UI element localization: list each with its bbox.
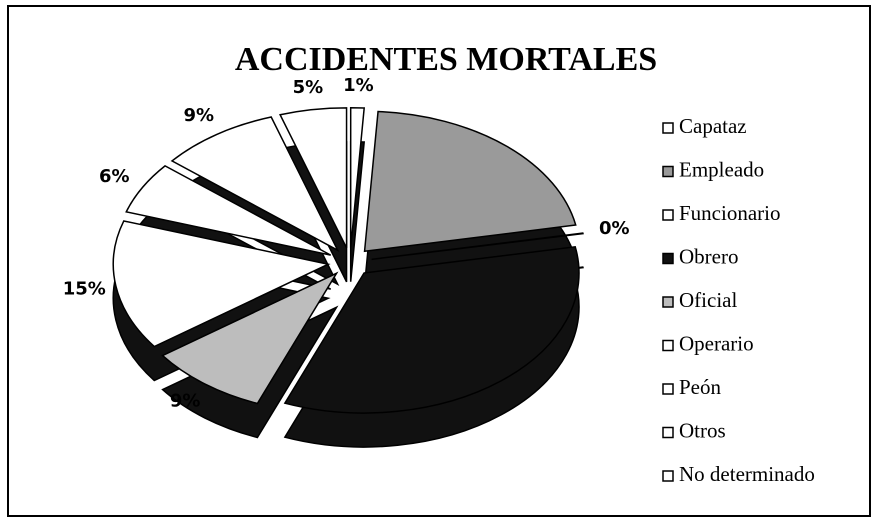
pie-slice (112, 220, 331, 348)
pie-slice (371, 232, 584, 261)
data-label: 15% (63, 279, 106, 300)
pie-slice (279, 107, 348, 249)
data-label: 5% (293, 77, 324, 98)
legend-swatch (662, 252, 674, 265)
data-label: 0% (599, 218, 630, 239)
legend-label: Capataz (679, 114, 747, 138)
legend-label: Operario (679, 331, 754, 355)
legend-swatch (662, 383, 674, 395)
pie-slice (161, 271, 339, 405)
data-label: 9% (170, 390, 201, 411)
legend-swatch (662, 165, 674, 178)
legend-label: Obrero (679, 244, 738, 268)
data-label: 6% (99, 166, 130, 187)
legend-swatch (662, 470, 674, 482)
legend-swatch (662, 426, 674, 439)
pie-slice (170, 116, 340, 252)
legend-label: Empleado (679, 157, 764, 181)
legend-swatch (662, 296, 674, 308)
chart-title: ACCIDENTES MORTALES (235, 41, 657, 78)
data-label: 1% (343, 75, 374, 96)
legend-swatch (662, 339, 674, 352)
pie-slice (363, 110, 577, 253)
legend-label: No determinado (679, 462, 815, 486)
pie-slice (283, 245, 580, 414)
legend-label: Peón (679, 375, 722, 399)
pie-slice (349, 106, 366, 248)
data-label: 9% (184, 105, 215, 126)
legend-swatch (662, 209, 674, 221)
legend-label: Otros (679, 418, 726, 442)
legend-label: Funcionario (679, 201, 780, 225)
legend-label: Oficial (679, 288, 737, 312)
legend-swatch (662, 122, 674, 134)
pie-slice (125, 164, 332, 256)
